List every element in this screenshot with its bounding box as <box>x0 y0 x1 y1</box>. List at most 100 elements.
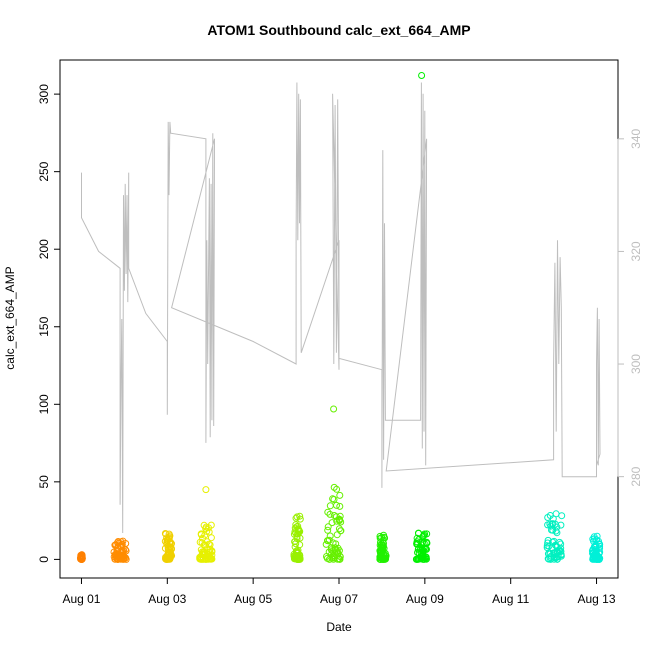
data-point <box>544 539 552 547</box>
data-point <box>110 553 118 561</box>
data-point <box>114 545 122 552</box>
data-point <box>205 528 213 536</box>
points-layer <box>77 72 604 563</box>
data-point <box>379 553 387 561</box>
data-point <box>592 546 600 554</box>
data-point <box>328 519 336 527</box>
data-point <box>557 540 565 548</box>
y-axis-label: calc_ext_664_AMP <box>3 266 17 369</box>
data-point <box>329 552 337 559</box>
data-point <box>423 538 431 546</box>
data-point <box>165 554 173 562</box>
data-point <box>552 527 560 535</box>
data-point <box>413 538 421 546</box>
data-point <box>201 531 209 539</box>
data-point <box>558 512 566 520</box>
data-point <box>324 526 332 534</box>
data-point <box>291 538 299 545</box>
data-point <box>161 544 169 552</box>
data-point <box>377 544 385 552</box>
data-point-max <box>418 72 426 79</box>
data-point <box>296 534 304 542</box>
data-point <box>330 555 337 563</box>
x-tick-label: Aug 05 <box>234 592 272 606</box>
series-aug-08 <box>376 531 390 563</box>
series-aug-09 <box>412 72 431 563</box>
data-point <box>377 555 385 563</box>
x-tick-label: Aug 09 <box>406 592 444 606</box>
data-point <box>294 527 302 535</box>
data-point <box>380 533 388 541</box>
data-point <box>544 550 552 558</box>
data-point <box>549 538 557 546</box>
data-point <box>554 548 562 556</box>
data-point <box>296 515 304 523</box>
data-point <box>378 534 386 541</box>
data-point <box>591 555 599 563</box>
data-point <box>201 555 209 563</box>
y-tick-label: 50 <box>37 475 51 489</box>
data-point <box>334 544 342 552</box>
series-aug-12 <box>543 510 566 563</box>
series-aug-01 <box>77 551 86 563</box>
y-axis: 0 50 100 150 200 250 300 <box>37 84 61 563</box>
data-point <box>550 554 558 561</box>
series-aug-04 <box>196 486 216 563</box>
data-point <box>162 530 170 538</box>
data-point <box>324 523 332 531</box>
data-point <box>333 531 341 539</box>
right-y-axis: 280 300 320 340 <box>617 128 643 487</box>
data-point <box>117 555 125 563</box>
series-aug-06 <box>290 512 304 563</box>
x-tick-label: Aug 11 <box>492 592 529 606</box>
data-point <box>294 530 302 538</box>
data-point <box>382 552 390 560</box>
data-point <box>293 547 301 555</box>
data-point <box>296 555 304 563</box>
data-point <box>111 551 119 559</box>
right-tick-label: 340 <box>629 128 643 148</box>
data-point <box>326 510 334 518</box>
y-tick-label: 100 <box>37 394 51 414</box>
data-point <box>292 514 300 522</box>
data-point <box>202 541 210 549</box>
data-point <box>336 502 344 510</box>
secondary-series-line <box>81 82 601 534</box>
data-point <box>290 552 298 560</box>
x-tick-label: Aug 07 <box>320 592 358 606</box>
data-point <box>557 552 565 560</box>
data-point <box>547 554 555 562</box>
data-point <box>330 496 338 503</box>
data-point <box>419 533 427 541</box>
data-point <box>110 548 118 556</box>
data-point <box>324 537 332 545</box>
y-tick-label: 300 <box>37 84 51 104</box>
data-point <box>119 537 127 545</box>
secondary-series-layer <box>81 82 601 534</box>
data-point <box>551 520 559 528</box>
data-point <box>197 531 205 539</box>
data-point <box>322 540 330 548</box>
y-tick-label: 0 <box>37 556 51 563</box>
series-aug-13 <box>588 532 604 563</box>
data-point <box>165 530 173 538</box>
x-tick-label: Aug 03 <box>148 592 186 606</box>
data-point-max <box>330 405 338 413</box>
data-point <box>553 553 561 561</box>
data-point <box>121 546 129 554</box>
data-point <box>336 491 344 499</box>
chart-title: ATOM1 Southbound calc_ext_664_AMP <box>207 22 470 38</box>
right-tick-label: 280 <box>629 466 643 486</box>
data-point <box>595 540 603 548</box>
data-point <box>118 541 126 549</box>
data-point <box>78 551 86 559</box>
x-axis-label: Date <box>326 620 352 634</box>
series-aug-03 <box>161 530 176 563</box>
series-aug-07 <box>322 405 345 563</box>
data-point <box>164 536 172 544</box>
data-point <box>166 538 174 546</box>
data-point <box>205 524 212 532</box>
data-point <box>326 502 334 510</box>
data-point <box>552 510 560 518</box>
